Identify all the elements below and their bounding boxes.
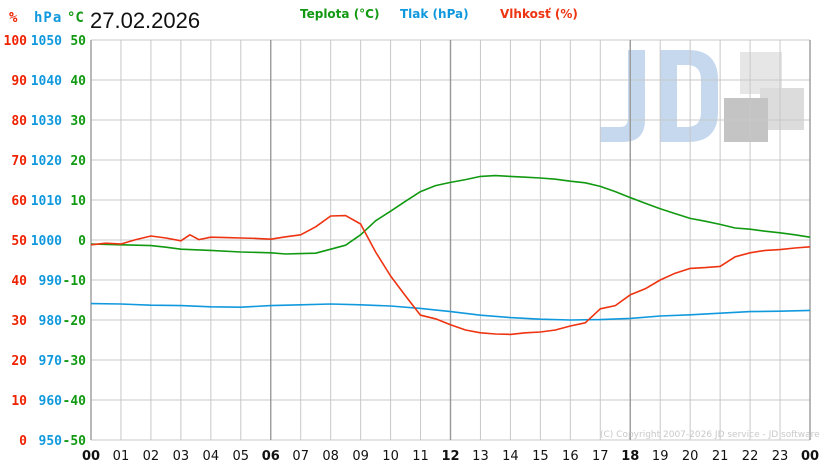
- jd-logo-letters: [600, 50, 718, 142]
- pressure-axis-tick-label: 990: [39, 274, 63, 289]
- humidity-unit-label: %: [9, 10, 18, 26]
- pressure-axis-tick-label: 950: [39, 434, 63, 449]
- temperature-axis-tick-label: 40: [70, 74, 86, 89]
- humidity-axis-tick-label: 100: [4, 34, 28, 49]
- x-axis-tick-label: 02: [143, 449, 160, 464]
- temperature-axis-tick-label: 10: [70, 194, 86, 209]
- x-axis-tick-label: 00: [801, 449, 819, 464]
- humidity-axis-tick-label: 50: [11, 234, 27, 249]
- x-axis-tick-label: 01: [113, 449, 130, 464]
- humidity-axis-tick-label: 20: [11, 354, 27, 369]
- x-axis-tick-label: 07: [292, 449, 309, 464]
- pressure-axis-tick-label: 1010: [31, 194, 62, 209]
- x-axis-tick-label: 17: [592, 449, 609, 464]
- pressure-axis-tick-label: 1020: [31, 154, 62, 169]
- x-axis-tick-label: 19: [652, 449, 669, 464]
- series-line-temperature: [90, 174, 811, 255]
- x-axis-tick-label: 12: [441, 449, 459, 464]
- x-axis-tick-label: 14: [502, 449, 519, 464]
- pressure-unit-label: hPa: [34, 10, 63, 26]
- temperature-axis-tick-label: 20: [70, 154, 86, 169]
- series-line-pressure: [90, 302, 811, 321]
- x-axis-tick-label: 22: [742, 449, 759, 464]
- chart-date: 27.02.2026: [90, 8, 201, 33]
- temperature-unit-label: °C: [67, 10, 84, 26]
- chart-grid: [90, 39, 811, 441]
- x-axis-tick-label: 04: [203, 449, 220, 464]
- y-axes: 1009080706050403020100105010401030102010…: [4, 34, 87, 449]
- x-axis-tick-label: 18: [621, 449, 639, 464]
- x-axis-tick-label: 20: [682, 449, 699, 464]
- x-axis: 00 01 02 03 04 05 06 07 08 09 10 11 12 13 14 15 16 17 18 19…: [82, 449, 819, 464]
- x-axis-tick-label: 10: [382, 449, 399, 464]
- humidity-axis-tick-label: 90: [11, 74, 27, 89]
- humidity-axis-tick-label: 10: [11, 394, 27, 409]
- x-axis-tick-label: 23: [772, 449, 789, 464]
- temperature-axis-tick-label: -30: [63, 354, 87, 369]
- x-axis-tick-label: 08: [322, 449, 339, 464]
- series-line-humidity: [90, 214, 811, 336]
- legend-temperature: Teplota (°C): [300, 7, 380, 21]
- pressure-axis-tick-label: 1000: [31, 234, 62, 249]
- temperature-axis-tick-label: -40: [63, 394, 87, 409]
- temperature-axis-tick-label: 0: [78, 234, 86, 249]
- temperature-axis-tick-label: 30: [70, 114, 86, 129]
- humidity-axis-tick-label: 30: [11, 314, 27, 329]
- temperature-axis-tick-label: -10: [63, 274, 87, 289]
- chart-series: [90, 174, 811, 336]
- x-axis-tick-label: 13: [472, 449, 489, 464]
- jd-watermark-logo: [600, 50, 804, 142]
- pressure-axis-tick-label: 960: [39, 394, 63, 409]
- legend-humidity: Vlhkosť (%): [500, 7, 578, 21]
- copyright-text: (C) Copyright 2007-2026 JD service - JD …: [600, 430, 820, 440]
- humidity-axis-tick-label: 0: [19, 434, 27, 449]
- x-axis-tick-label: 11: [412, 449, 429, 464]
- pressure-axis-tick-label: 970: [39, 354, 63, 369]
- temperature-axis-tick-label: -50: [63, 434, 87, 449]
- pressure-axis-tick-label: 1040: [31, 74, 62, 89]
- x-axis-tick-label: 21: [712, 449, 729, 464]
- x-axis-tick-label: 05: [233, 449, 250, 464]
- x-axis-tick-label: 09: [352, 449, 369, 464]
- x-axis-tick-label: 16: [562, 449, 579, 464]
- temperature-axis-tick-label: 50: [70, 34, 86, 49]
- x-axis-tick-label: 03: [173, 449, 190, 464]
- x-axis-tick-label: 15: [532, 449, 549, 464]
- temperature-axis-tick-label: -20: [63, 314, 87, 329]
- pressure-axis-tick-label: 1050: [31, 34, 62, 49]
- x-axis-tick-label: 06: [262, 449, 280, 464]
- humidity-axis-tick-label: 60: [11, 194, 27, 209]
- pressure-axis-tick-label: 980: [39, 314, 63, 329]
- x-axis-tick-label: 00: [82, 449, 100, 464]
- humidity-axis-tick-label: 70: [11, 154, 27, 169]
- humidity-axis-tick-label: 80: [11, 114, 27, 129]
- pressure-axis-tick-label: 1030: [31, 114, 62, 129]
- jd-logo-square-light: [740, 52, 782, 94]
- humidity-axis-tick-label: 40: [11, 274, 27, 289]
- legend-pressure: Tlak (hPa): [400, 7, 469, 21]
